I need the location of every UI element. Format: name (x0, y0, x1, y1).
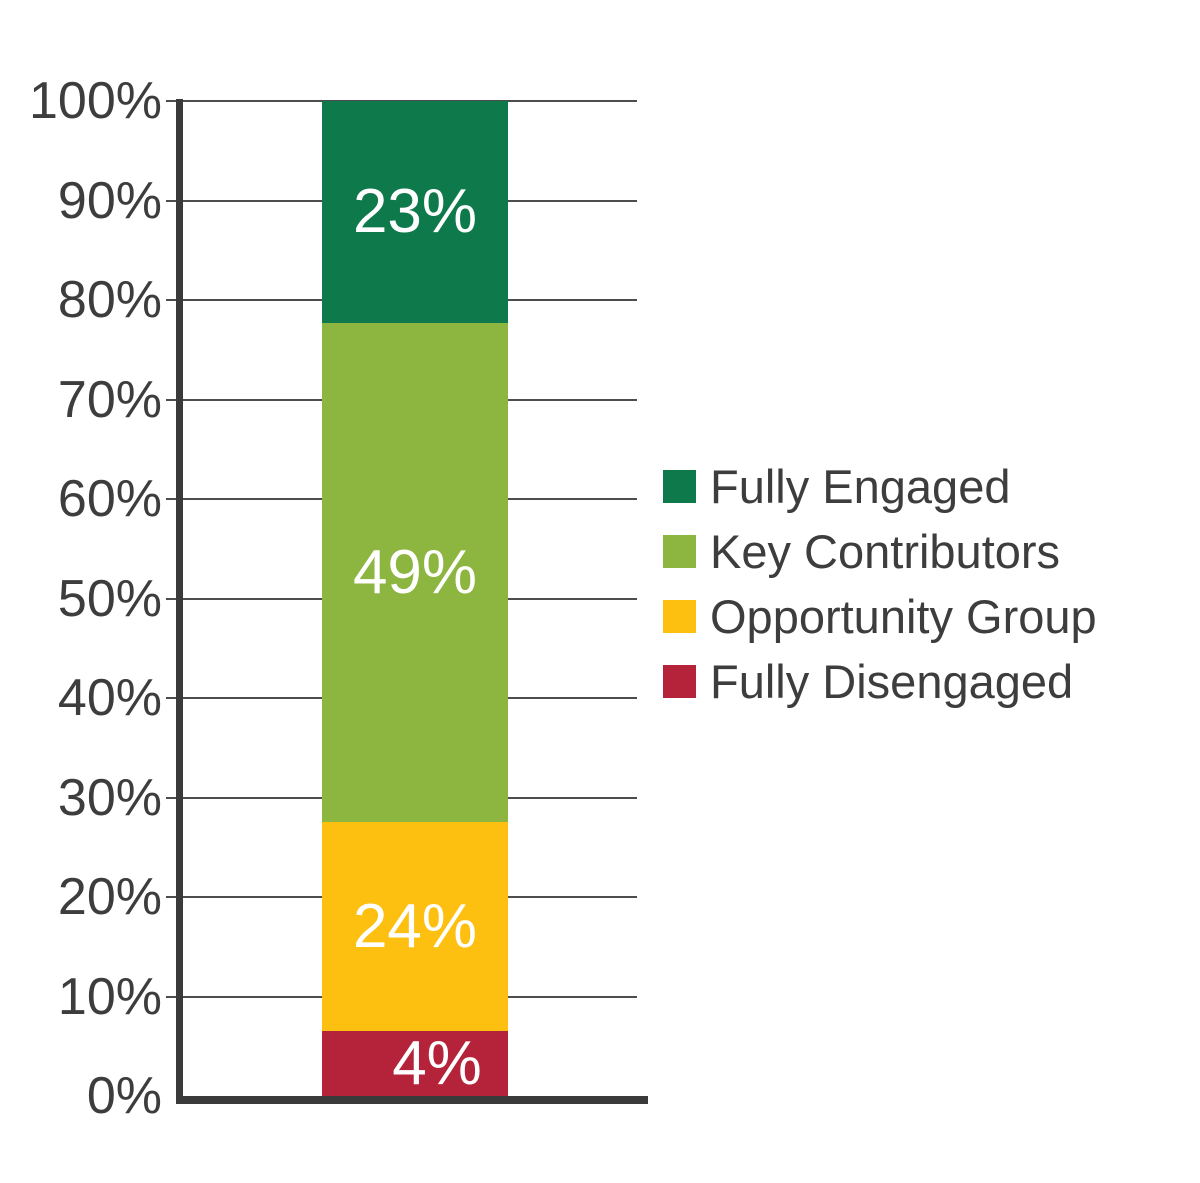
legend-label: Fully Engaged (710, 460, 1011, 513)
y-tick-label: 90% (57, 171, 162, 230)
bar-segment-label: 24% (352, 891, 478, 961)
bar-segment-label: 4% (392, 1028, 482, 1098)
legend-swatch (663, 665, 696, 698)
legend: Fully Engaged Key Contributors Opportunity… (663, 454, 1097, 714)
y-tick-label: 40% (57, 669, 162, 727)
legend-item-fully-disengaged: Fully Disengaged (663, 649, 1097, 714)
legend-label: Opportunity Group (710, 590, 1097, 643)
legend-swatch (663, 600, 696, 633)
bar-segment-opportunity-group: 24% (322, 822, 508, 1031)
legend-item-key-contributors: Key Contributors (663, 519, 1097, 584)
bar-segment-key-contributors: 49% (322, 323, 508, 822)
legend-swatch (663, 535, 696, 568)
legend-item-opportunity-group: Opportunity Group (663, 584, 1097, 649)
x-axis (176, 1096, 648, 1104)
y-tick-label: 50% (57, 569, 162, 628)
legend-swatch (663, 470, 696, 503)
y-tick-label: 10% (57, 967, 162, 1026)
y-tick-label: 0% (86, 1067, 162, 1125)
stacked-bar: 23% 49% 24% 4% (322, 101, 508, 1096)
legend-label: Key Contributors (710, 525, 1061, 578)
bar-segment-fully-disengaged: 4% (322, 1031, 508, 1096)
bar-segment-label: 23% (352, 177, 478, 246)
bar-segment-label: 49% (352, 537, 478, 607)
y-tick-label: 70% (57, 370, 162, 429)
legend-label: Fully Disengaged (710, 655, 1074, 708)
y-tick-label: 60% (57, 470, 162, 528)
y-tick-label: 20% (57, 868, 162, 926)
y-tick-label: 80% (57, 271, 162, 329)
y-tick-label: 100% (29, 72, 162, 130)
bar-segment-fully-engaged: 23% (322, 101, 508, 323)
y-axis (176, 99, 183, 1104)
legend-item-fully-engaged: Fully Engaged (663, 454, 1097, 519)
y-tick-label: 30% (57, 768, 162, 827)
